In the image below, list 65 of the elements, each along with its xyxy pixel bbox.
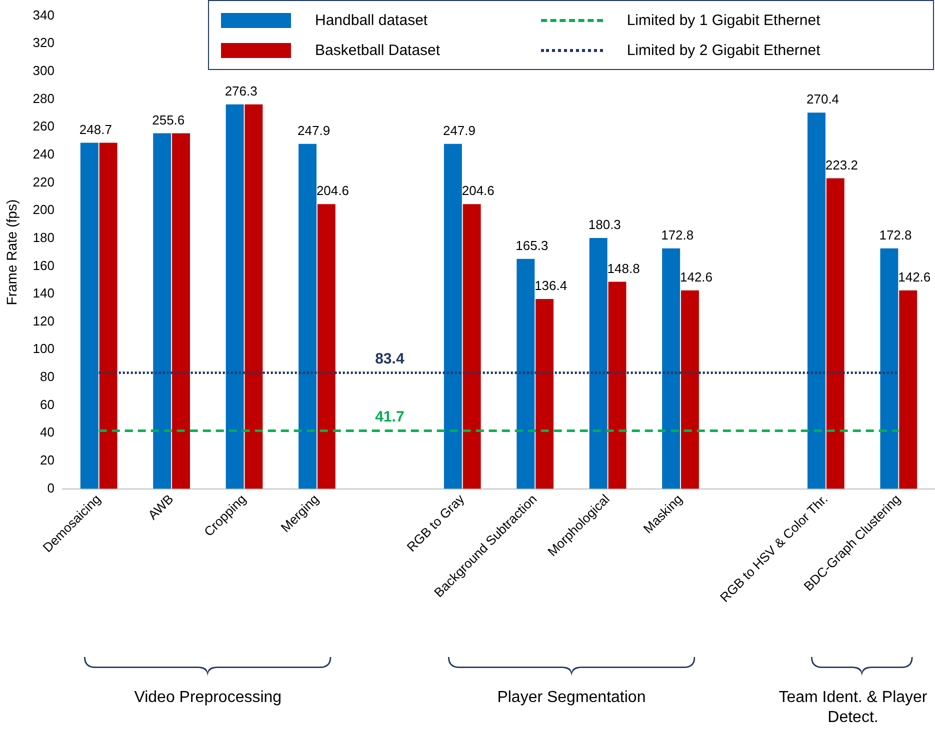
data-label: 83.4	[375, 350, 405, 368]
y-tick-label: 60	[40, 396, 54, 412]
text: Video Preprocessing	[133, 688, 283, 708]
data-label: 180.3	[588, 217, 621, 232]
y-tick-label: 320	[32, 35, 54, 50]
bar	[444, 144, 462, 489]
text: Team Ident. & Player Detect.	[778, 688, 928, 728]
data-label: 165.3	[516, 238, 548, 253]
bar	[317, 204, 336, 489]
y-tick-label: 180	[32, 230, 54, 245]
bar	[589, 238, 608, 489]
bar	[808, 112, 826, 489]
bar	[99, 142, 118, 489]
bar	[226, 104, 244, 489]
data-label: 255.6	[152, 112, 185, 128]
text: Player Segmentation	[496, 688, 647, 708]
legend-label: Limited by 1 Gigabit Ethernet	[626, 12, 820, 28]
y-tick-label: 80	[40, 369, 54, 384]
data-label: 172.8	[661, 227, 694, 242]
y-tick-label: 120	[32, 313, 54, 328]
y-tick-label: 300	[32, 63, 54, 78]
y-tick-label: 280	[32, 90, 54, 106]
data-label: 204.6	[316, 183, 349, 198]
data-label: 148.8	[607, 260, 640, 276]
bar	[662, 248, 680, 489]
data-label: 248.7	[79, 122, 112, 137]
data-label: 142.6	[680, 269, 713, 284]
bar	[298, 144, 316, 489]
bar	[172, 133, 190, 489]
bar	[244, 104, 263, 489]
bar	[462, 204, 481, 489]
bar	[826, 178, 844, 489]
data-label: 270.4	[806, 92, 840, 107]
bar	[899, 290, 918, 489]
legend-label: Basketball Dataset	[315, 42, 440, 58]
data-label: 41.7	[375, 408, 404, 426]
data-label: 204.6	[462, 183, 494, 198]
y-tick-label: 200	[32, 202, 54, 218]
y-tick-label: 160	[32, 258, 54, 273]
data-label: 247.9	[298, 123, 330, 138]
bar	[516, 258, 535, 489]
legend-label: Limited by 2 Gigabit Ethernet	[626, 42, 820, 58]
bar	[680, 290, 699, 489]
bar	[153, 133, 172, 489]
data-label: 223.2	[825, 157, 858, 172]
y-tick-label: 240	[32, 146, 54, 162]
y-tick-label: 260	[32, 118, 54, 134]
y-axis-title: Frame Rate (fps)	[3, 199, 20, 306]
y-tick-label: 220	[32, 174, 54, 190]
legend-label: Handball dataset	[315, 12, 428, 28]
data-label: 247.9	[442, 123, 476, 138]
bar	[608, 282, 626, 489]
y-tick-label: 40	[40, 424, 54, 440]
y-tick-label: 20	[40, 452, 54, 468]
y-tick-label: 0	[47, 480, 54, 496]
data-label: 276.3	[224, 83, 258, 98]
y-tick-label: 100	[32, 341, 54, 356]
data-label: 136.4	[534, 278, 568, 294]
bar	[80, 142, 98, 489]
data-label: 142.6	[898, 269, 931, 284]
y-tick-label: 140	[32, 286, 54, 301]
data-label: 172.8	[879, 227, 912, 242]
y-tick-label: 340	[32, 7, 54, 22]
bar	[536, 299, 554, 489]
bar	[880, 248, 898, 489]
